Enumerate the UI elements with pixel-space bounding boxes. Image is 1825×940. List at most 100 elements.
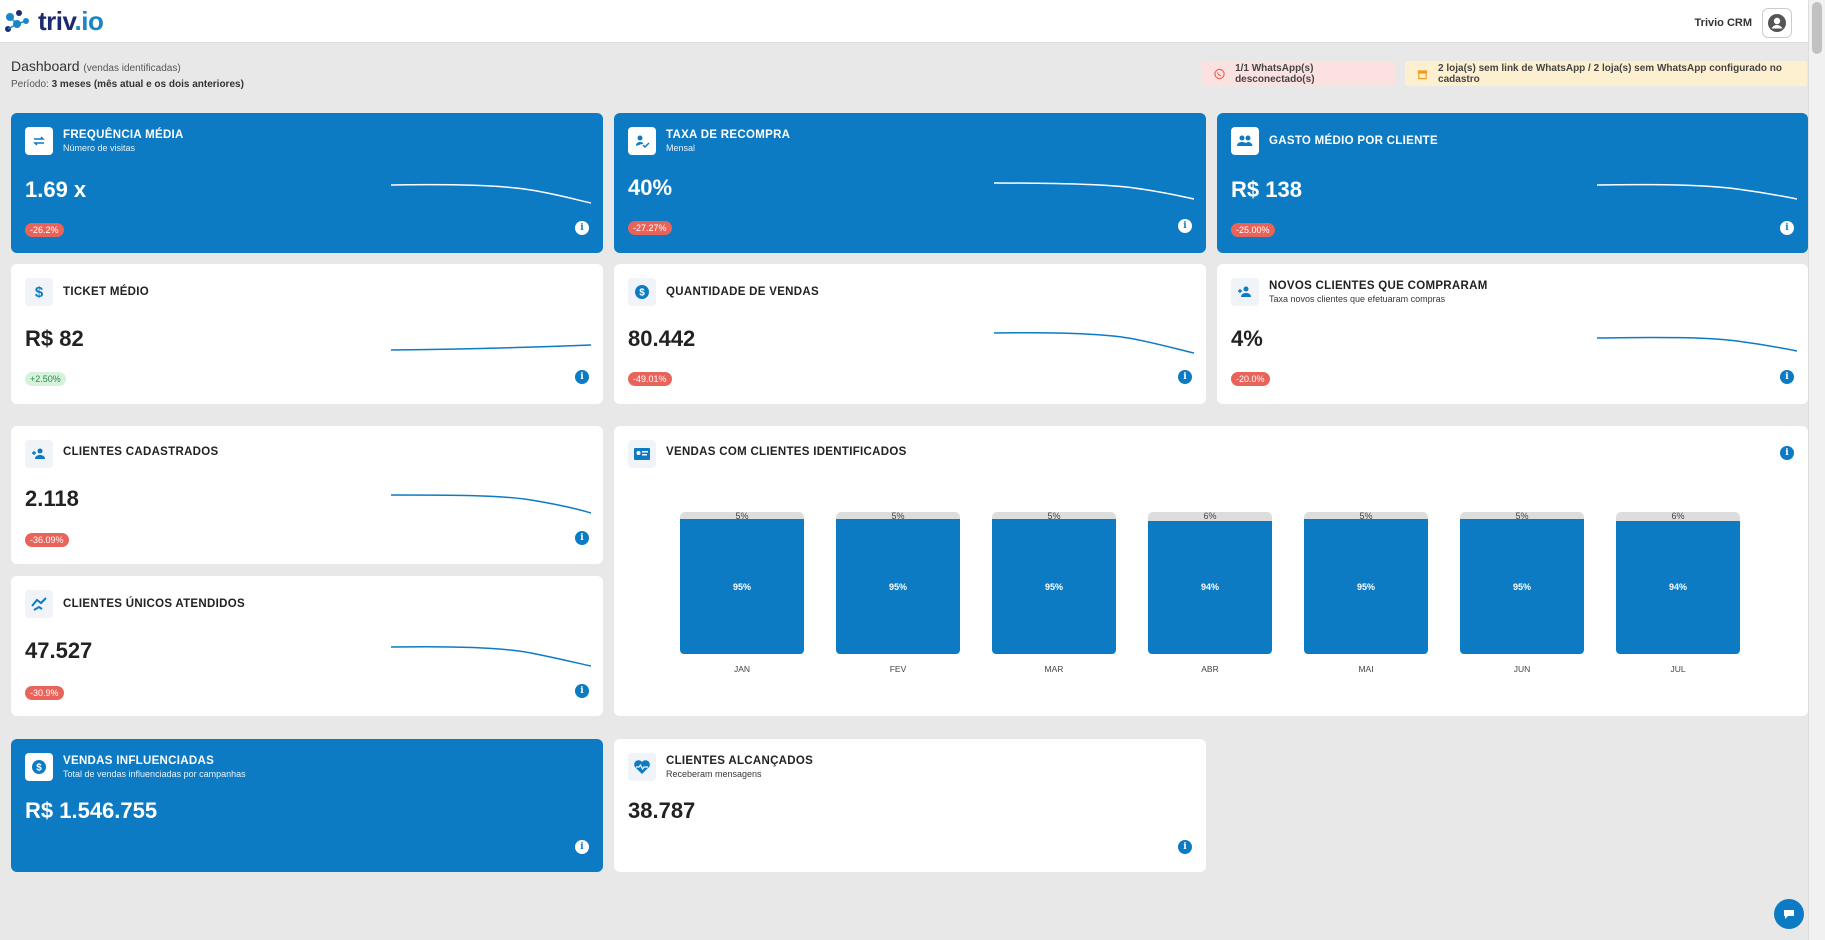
card-subtitle: Mensal xyxy=(666,143,696,153)
x-tick-label: MAI xyxy=(1358,663,1374,674)
user-plus-icon xyxy=(25,440,53,468)
change-badge: -26.2% xyxy=(25,223,64,237)
whatsapp-alert-text: 1/1 WhatsApp(s) desconectado(s) xyxy=(1235,62,1315,85)
trend-sparkline xyxy=(391,344,591,351)
bar-segment-primary: 95% xyxy=(992,519,1116,654)
card-title: FREQUÊNCIA MÉDIA xyxy=(63,129,184,141)
trend-sparkline xyxy=(391,494,591,514)
card-value: 47.527 xyxy=(25,638,93,663)
stores-alert[interactable]: 2 loja(s) sem link de WhatsApp / 2 loja(… xyxy=(1405,61,1807,86)
info-icon[interactable]: i xyxy=(575,221,589,235)
info-icon[interactable]: i xyxy=(1780,446,1794,460)
bar-segment-secondary: 6% xyxy=(1616,512,1740,521)
bar-segment-primary: 95% xyxy=(836,519,960,654)
card-value: R$ 138 xyxy=(1231,177,1302,202)
card-title: TICKET MÉDIO xyxy=(63,286,150,298)
molecule-logo-icon xyxy=(5,9,29,32)
store-icon xyxy=(1417,69,1428,79)
change-badge: -30.9% xyxy=(25,686,64,700)
bar-column[interactable]: 6% 94% JUL xyxy=(1616,512,1740,674)
handshake-icon xyxy=(25,590,53,618)
card-title: CLIENTES ALCANÇADOS xyxy=(666,755,814,767)
top-bar: triv.io Trivio CRM xyxy=(0,0,1808,43)
card-value: R$ 1.546.755 xyxy=(25,798,158,823)
card-gasto-medio: GASTO MÉDIO POR CLIENTE R$ 138 -25.00% i xyxy=(1217,113,1808,253)
trend-sparkline xyxy=(391,645,591,667)
x-tick-label: ABR xyxy=(1201,663,1219,674)
card-quantidade-vendas: $ QUANTIDADE DE VENDAS 80.442 -49.01% i xyxy=(614,264,1206,404)
info-icon[interactable]: i xyxy=(575,531,589,545)
bar-column[interactable]: 6% 94% ABR xyxy=(1148,512,1272,674)
user-avatar-icon[interactable] xyxy=(1762,8,1792,38)
user-check-icon xyxy=(628,127,656,155)
svg-text:$: $ xyxy=(639,288,645,299)
app-logo[interactable]: triv.io xyxy=(4,6,104,37)
whatsapp-alert[interactable]: 1/1 WhatsApp(s) desconectado(s) xyxy=(1202,61,1395,86)
info-icon[interactable]: i xyxy=(1178,219,1192,233)
card-taxa-recompra: TAXA DE RECOMPRA Mensal 40% -27.27% i xyxy=(614,113,1206,253)
id-card-icon xyxy=(628,440,656,468)
card-clientes-cadastrados: CLIENTES CADASTRADOS 2.118 -36.09% i xyxy=(11,426,603,564)
card-value: 1.69 x xyxy=(25,177,87,202)
users-icon xyxy=(1231,127,1259,155)
card-title: CLIENTES ÚNICOS ATENDIDOS xyxy=(63,598,245,610)
chart-title: VENDAS COM CLIENTES IDENTIFICADOS xyxy=(666,446,907,458)
dashboard-header: Dashboard (vendas identificadas) Período… xyxy=(11,58,244,90)
change-badge: -20.0% xyxy=(1231,372,1270,386)
bar-column[interactable]: 5% 95% MAI xyxy=(1304,511,1428,674)
stacked-bar-chart: 5% 95% JAN 5% 95% FEV 5% 95% MAR 6% 94% ABR 5% 95% MAI… xyxy=(614,426,1808,716)
page-title: Dashboard (vendas identificadas) xyxy=(11,58,181,74)
bar-column[interactable]: 5% 95% MAR xyxy=(992,511,1116,674)
card-subtitle: Total de vendas influenciadas por campan… xyxy=(63,769,246,779)
info-icon[interactable]: i xyxy=(1780,370,1794,384)
card-title: VENDAS INFLUENCIADAS xyxy=(63,755,215,767)
info-icon[interactable]: i xyxy=(575,684,589,698)
change-badge: +2.50% xyxy=(25,372,66,386)
info-icon[interactable]: i xyxy=(575,370,589,384)
x-tick-label: MAR xyxy=(1044,663,1064,674)
info-icon[interactable]: i xyxy=(1178,840,1192,854)
bar-segment-secondary: 5% xyxy=(836,511,960,521)
card-subtitle: Taxa novos clientes que efetuaram compra… xyxy=(1269,294,1446,304)
chart-card-vendas-identificados: VENDAS COM CLIENTES IDENTIFICADOS i 5% 95… xyxy=(614,426,1808,716)
user-plus-icon xyxy=(1231,278,1259,306)
card-vendas-influenciadas: $ VENDAS INFLUENCIADAS Total de vendas i… xyxy=(11,739,603,872)
heart-pulse-icon xyxy=(628,753,656,781)
card-ticket-medio: $ TICKET MÉDIO R$ 82 +2.50% i xyxy=(11,264,603,404)
change-badge: -27.27% xyxy=(628,221,672,235)
logo-text: triv.io xyxy=(38,6,104,36)
bar-column[interactable]: 5% 95% FEV xyxy=(836,511,960,674)
page-scrollbar[interactable] xyxy=(1808,0,1825,940)
change-badge: -36.09% xyxy=(25,533,69,547)
info-icon[interactable]: i xyxy=(575,840,589,854)
card-value: 40% xyxy=(628,175,673,200)
trend-sparkline xyxy=(391,183,591,204)
bar-segment-primary: 95% xyxy=(1460,519,1584,654)
card-title: TAXA DE RECOMPRA xyxy=(666,129,791,141)
trend-sparkline xyxy=(994,182,1194,200)
bar-segment-secondary: 5% xyxy=(992,511,1116,521)
change-badge: -49.01% xyxy=(628,372,672,386)
info-icon[interactable]: i xyxy=(1780,221,1794,235)
bar-column[interactable]: 5% 95% JUN xyxy=(1460,511,1584,674)
coin-icon: $ xyxy=(25,753,53,781)
x-tick-label: JUN xyxy=(1513,663,1531,674)
info-icon[interactable]: i xyxy=(1178,370,1192,384)
card-title: CLIENTES CADASTRADOS xyxy=(63,446,219,458)
user-menu[interactable]: Trivio CRM xyxy=(1695,8,1792,38)
card-clientes-unicos: CLIENTES ÚNICOS ATENDIDOS 47.527 -30.9% … xyxy=(11,576,603,716)
bar-segment-primary: 94% xyxy=(1148,520,1272,654)
stores-alert-text: 2 loja(s) sem link de WhatsApp / 2 loja(… xyxy=(1438,62,1782,85)
trend-sparkline xyxy=(994,331,1194,354)
scrollbar-thumb[interactable] xyxy=(1812,2,1822,54)
bar-segment-primary: 95% xyxy=(1304,519,1428,654)
x-tick-label: JUL xyxy=(1670,663,1686,674)
card-frequencia-media: FREQUÊNCIA MÉDIA Número de visitas 1.69 … xyxy=(11,113,603,253)
card-title: GASTO MÉDIO POR CLIENTE xyxy=(1269,135,1438,147)
card-title: QUANTIDADE DE VENDAS xyxy=(666,286,819,298)
card-subtitle: Receberam mensagens xyxy=(666,769,762,779)
card-title: NOVOS CLIENTES QUE COMPRARAM xyxy=(1269,280,1488,292)
bar-segment-secondary: 5% xyxy=(680,511,804,521)
chat-support-button[interactable] xyxy=(1774,899,1804,929)
bar-column[interactable]: 5% 95% JAN xyxy=(680,511,804,674)
